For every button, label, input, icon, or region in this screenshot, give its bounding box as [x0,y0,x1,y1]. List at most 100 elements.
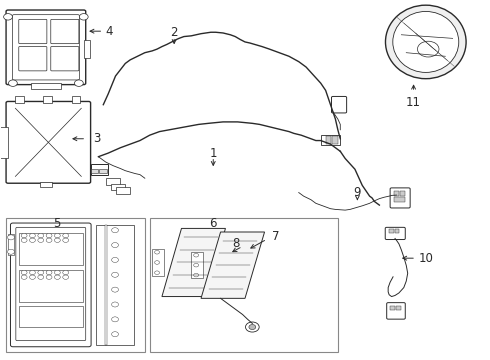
Bar [394,191,399,196]
Circle shape [29,238,35,242]
Circle shape [245,322,259,332]
Circle shape [155,261,159,264]
Circle shape [29,233,35,238]
Polygon shape [162,228,225,297]
Circle shape [63,238,69,242]
Circle shape [3,14,12,20]
Circle shape [8,80,17,86]
Text: 1: 1 [210,147,217,159]
Circle shape [38,238,44,242]
Circle shape [194,264,198,267]
FancyBboxPatch shape [19,46,47,71]
Bar [326,136,331,144]
Bar [0,127,8,158]
Circle shape [63,270,69,275]
Bar [400,191,405,196]
Bar [96,225,134,345]
Circle shape [54,275,60,279]
Bar [321,135,340,145]
Bar [44,96,52,103]
Bar [332,136,338,144]
Bar [396,306,401,310]
FancyBboxPatch shape [385,227,405,239]
Text: 11: 11 [406,96,421,109]
Bar [91,164,108,175]
Polygon shape [201,232,265,298]
FancyBboxPatch shape [390,188,410,208]
Circle shape [21,270,27,275]
Circle shape [112,272,119,277]
FancyBboxPatch shape [51,19,79,44]
Text: 5: 5 [53,217,61,230]
Circle shape [112,228,119,233]
Circle shape [417,41,439,57]
Bar [111,184,125,190]
Text: 8: 8 [232,237,239,250]
Circle shape [46,238,52,242]
Circle shape [112,243,119,248]
Circle shape [29,275,35,279]
Circle shape [54,233,60,238]
Circle shape [46,270,52,275]
Circle shape [7,249,14,254]
Circle shape [29,270,35,275]
FancyBboxPatch shape [51,46,79,71]
Bar [99,168,107,173]
Circle shape [38,270,44,275]
Circle shape [249,324,256,329]
FancyBboxPatch shape [10,223,91,347]
Circle shape [194,273,198,277]
Circle shape [21,233,27,238]
Bar [84,40,90,58]
Circle shape [112,332,119,337]
Text: 4: 4 [106,25,113,38]
Bar [152,249,164,276]
FancyBboxPatch shape [387,303,405,319]
FancyBboxPatch shape [6,102,91,183]
Circle shape [38,275,44,279]
Circle shape [63,233,69,238]
Bar [105,225,107,345]
FancyBboxPatch shape [19,19,47,44]
Bar [91,168,98,173]
Text: 2: 2 [171,27,178,40]
Bar [394,197,405,202]
FancyBboxPatch shape [6,10,86,85]
FancyBboxPatch shape [12,15,79,80]
Circle shape [7,235,14,240]
Bar [5,218,145,352]
Text: 6: 6 [210,217,217,230]
Circle shape [112,302,119,307]
Bar [15,96,24,103]
Bar [191,252,203,278]
Circle shape [155,271,159,274]
Circle shape [74,80,83,86]
Bar [19,233,83,265]
Text: 10: 10 [419,252,434,265]
Circle shape [38,233,44,238]
Text: 9: 9 [354,186,361,199]
Circle shape [54,270,60,275]
Ellipse shape [393,12,459,72]
Bar [390,306,395,310]
Bar [150,218,338,352]
Bar [394,229,399,233]
Bar [19,306,83,327]
Circle shape [54,238,60,242]
Bar [389,229,393,233]
Bar [19,270,83,302]
FancyBboxPatch shape [331,96,346,113]
Circle shape [112,317,119,322]
Circle shape [112,257,119,262]
Text: 3: 3 [94,132,101,145]
Circle shape [46,275,52,279]
Circle shape [155,251,159,254]
Circle shape [63,275,69,279]
Bar [116,187,130,194]
Circle shape [194,253,198,257]
Circle shape [46,233,52,238]
Bar [31,83,61,89]
Bar [40,182,52,187]
Circle shape [112,287,119,292]
Circle shape [21,238,27,242]
